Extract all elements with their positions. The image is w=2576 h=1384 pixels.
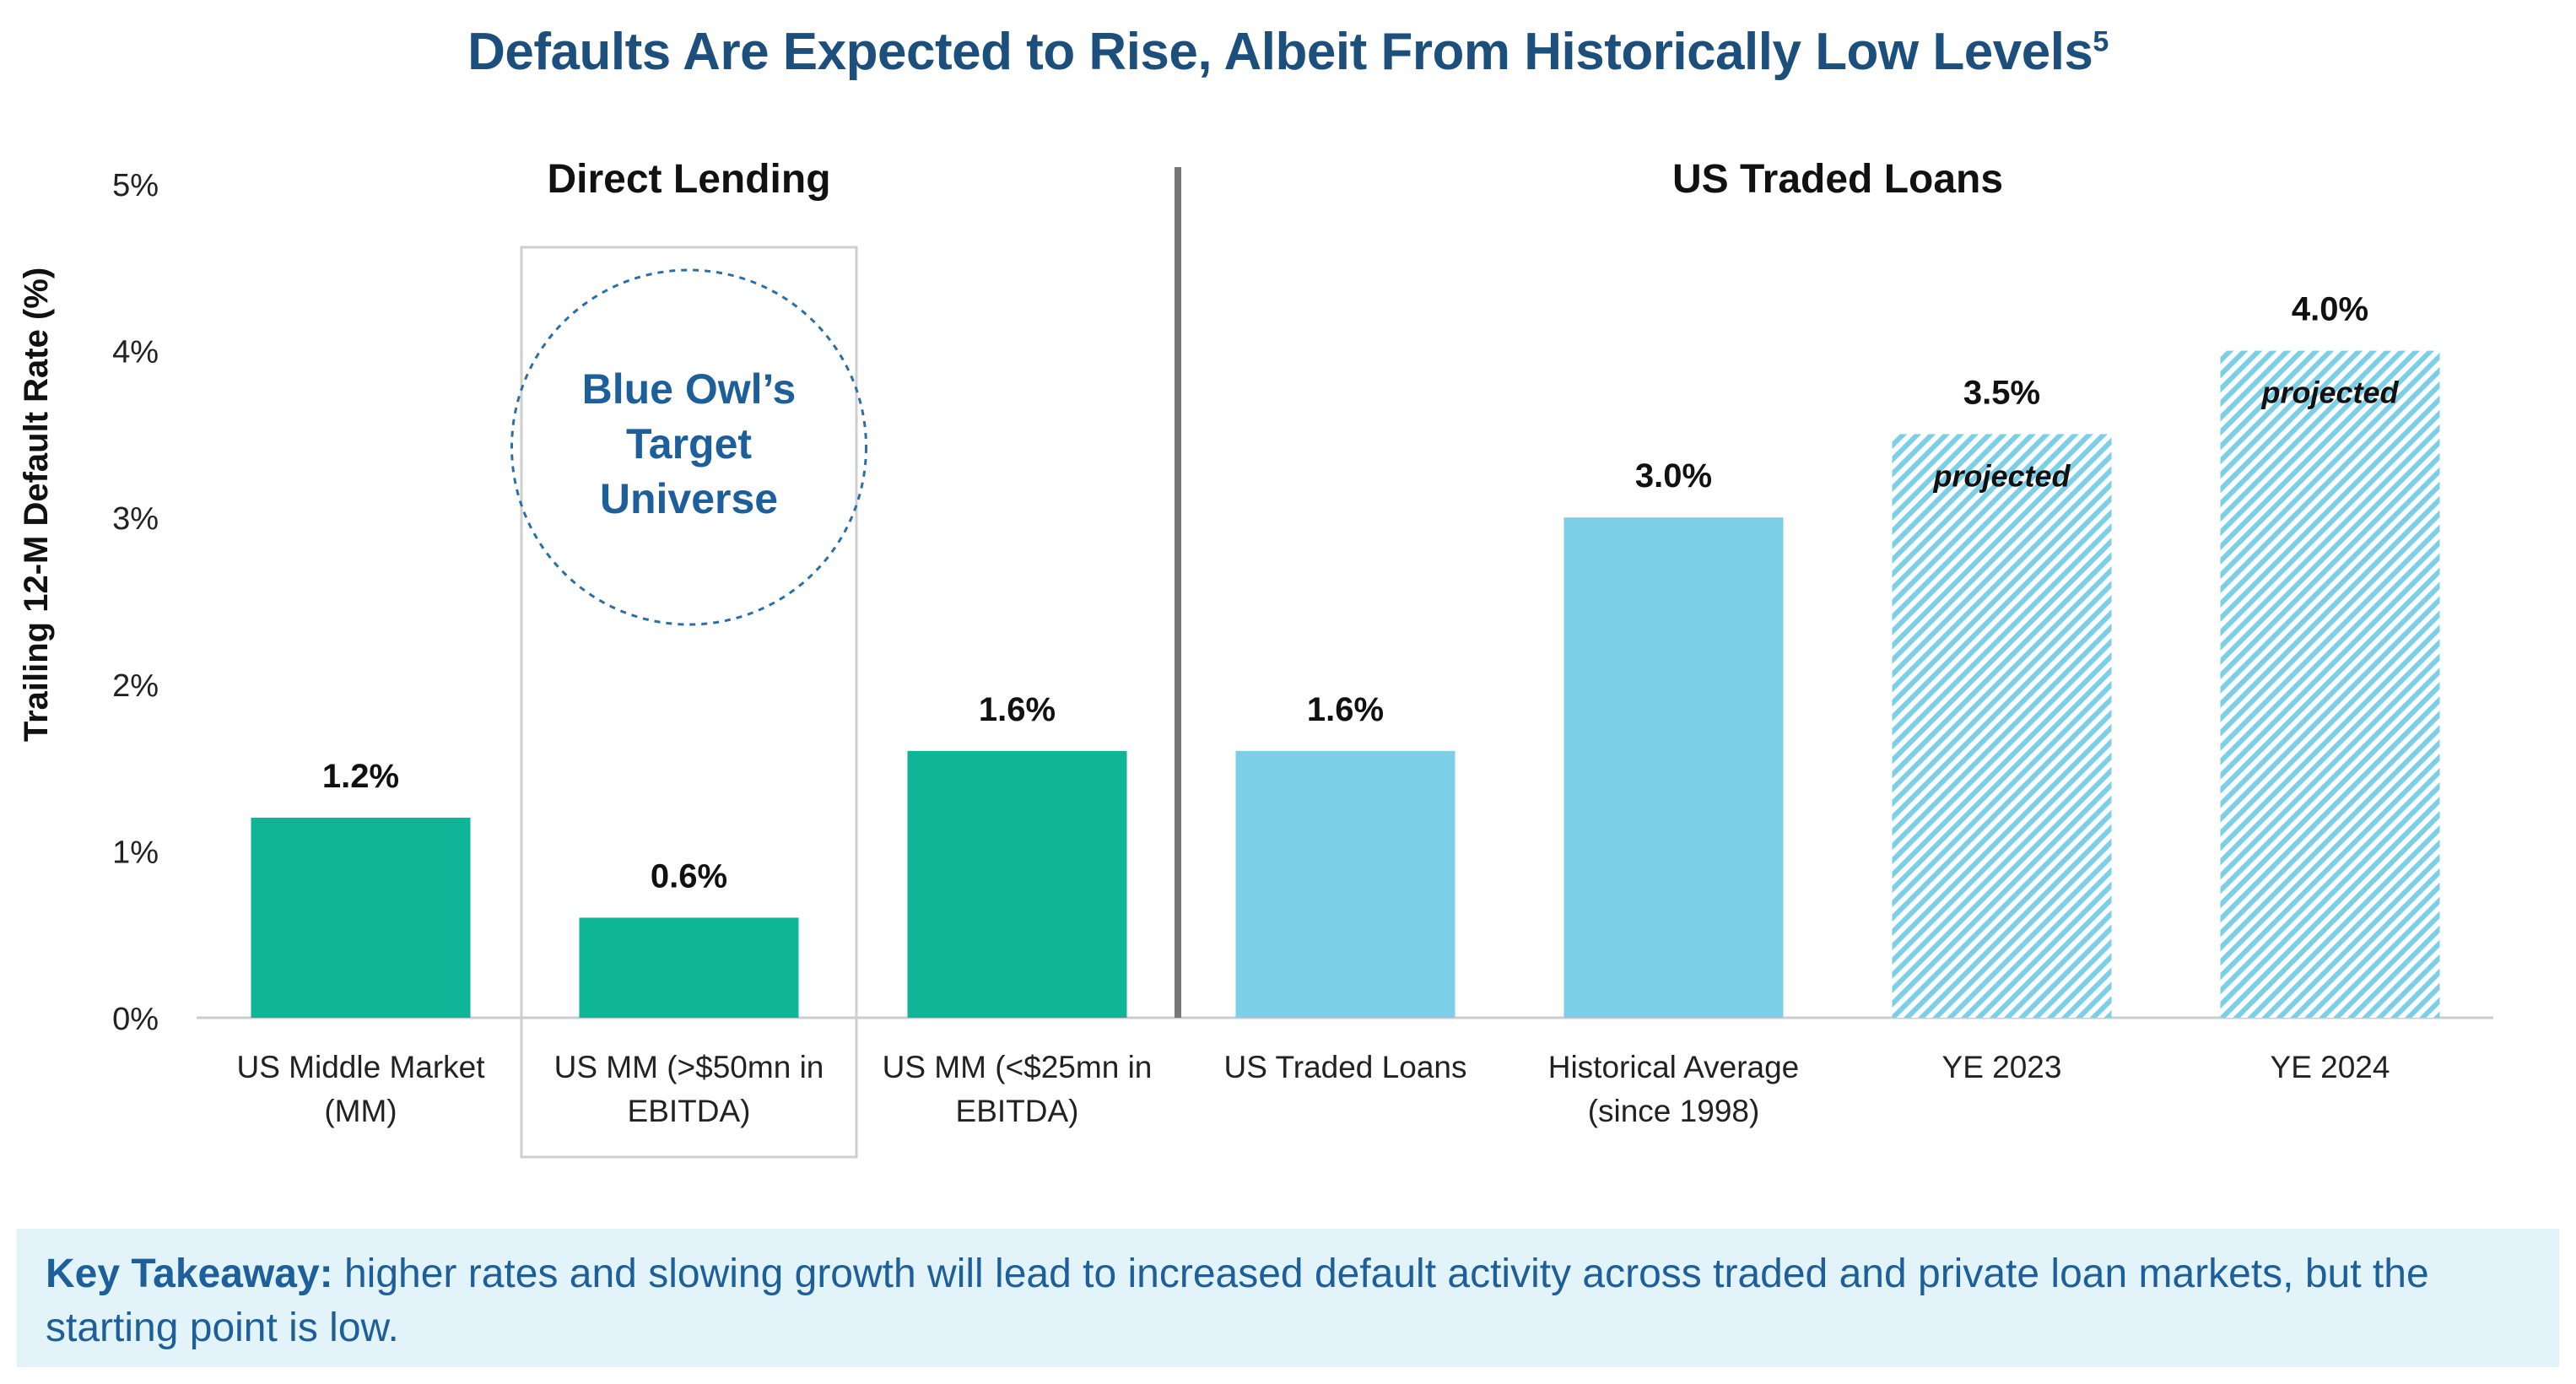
value-label: 3.5% [1963,374,2040,411]
key-takeaway-text: higher rates and slowing growth will lea… [46,1252,2429,1350]
category-label: US MM (<$25mn in [883,1050,1153,1084]
y-tick-label: 0% [112,1002,159,1037]
group-header-1: US Traded Loans [1672,157,2003,202]
value-label: 1.2% [322,758,399,795]
bar [1892,434,2112,1018]
title-footnote: 5 [2093,25,2109,58]
target-universe-label: Universe [600,475,778,522]
y-tick-label: 3% [112,501,159,537]
value-label: 0.6% [651,857,727,895]
bar [1235,750,1455,1018]
bar [579,917,799,1018]
bar [251,817,471,1018]
key-takeaway-label: Key Takeaway: [46,1252,333,1296]
key-takeaway-box: Key Takeaway: higher rates and slowing g… [17,1229,2559,1367]
default-rate-chart: 0% 1% 2% 3% 4% 5% Trailing 12-M Default Rate (… [18,157,2493,1159]
category-label: YE 2023 [1942,1050,2062,1084]
chart-title: Defaults Are Expected to Rise, Albeit Fr… [0,22,2576,82]
category-label: US MM (>$50mn in [554,1050,824,1084]
chart-title-text: Defaults Are Expected to Rise, Albeit Fr… [467,23,2093,81]
category-label: US Traded Loans [1224,1050,1467,1084]
category-label: (since 1998) [1588,1094,1760,1128]
projected-label: projected [1932,458,2071,493]
bar [1563,517,1784,1018]
value-label: 1.6% [1307,691,1384,728]
bar [907,750,1127,1018]
category-label: (MM) [324,1094,397,1128]
category-label: EBITDA) [628,1094,751,1128]
category-label: US Middle Market [236,1050,485,1084]
target-universe-circle [510,268,867,626]
bar [2220,350,2440,1019]
group-header-0: Direct Lending [547,157,830,202]
y-tick-label: 4% [112,335,159,370]
value-label: 3.0% [1635,457,1712,495]
target-universe-label: Blue Owl’s [582,365,797,413]
projected-label: projected [2260,376,2399,410]
category-label: Historical Average [1548,1050,1800,1084]
category-label: EBITDA) [956,1094,1079,1128]
y-tick-label: 5% [112,168,159,203]
category-label: YE 2024 [2271,1050,2390,1084]
y-axis-title: Trailing 12-M Default Rate (%) [18,268,55,742]
y-tick-label: 2% [112,668,159,704]
value-label: 1.6% [979,691,1056,728]
value-label: 4.0% [2292,291,2368,328]
y-tick-label: 1% [112,835,159,870]
target-universe-label: Target [626,420,752,468]
target-universe-box [520,246,858,1159]
